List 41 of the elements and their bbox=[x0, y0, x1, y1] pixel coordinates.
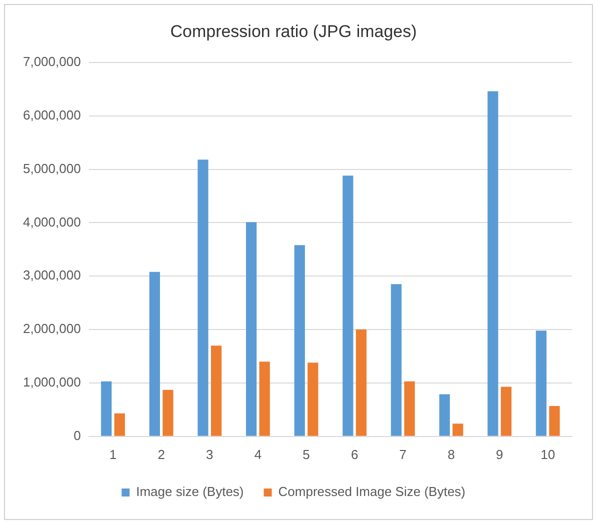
y-tick-label: 7,000,000 bbox=[22, 54, 81, 69]
bar bbox=[114, 413, 125, 436]
bar bbox=[162, 390, 174, 436]
bar bbox=[500, 386, 512, 436]
bar bbox=[259, 362, 270, 436]
bar bbox=[198, 160, 208, 436]
y-tick-label: 2,000,000 bbox=[22, 321, 81, 336]
x-tick-label: 1 bbox=[109, 446, 117, 462]
x-tick-label: 7 bbox=[399, 446, 407, 462]
bar bbox=[439, 394, 450, 436]
bar bbox=[294, 245, 305, 436]
y-tick-label: 0 bbox=[74, 428, 81, 443]
x-tick-label: 2 bbox=[158, 446, 165, 462]
bar bbox=[549, 406, 560, 436]
bar bbox=[246, 222, 257, 436]
bar bbox=[356, 330, 367, 436]
chart-title: Compression ratio (JPG images) bbox=[170, 22, 417, 41]
bar bbox=[390, 284, 402, 436]
bar bbox=[488, 91, 498, 436]
x-tick-label: 10 bbox=[540, 446, 556, 462]
x-tick-label: 5 bbox=[302, 446, 310, 462]
y-tick-label: 1,000,000 bbox=[22, 374, 81, 390]
bar bbox=[404, 381, 415, 436]
bar bbox=[210, 346, 222, 436]
y-tick-label: 3,000,000 bbox=[22, 268, 81, 283]
legend-label: Compressed Image Size (Bytes) bbox=[278, 484, 466, 500]
bar bbox=[342, 176, 354, 436]
bar bbox=[149, 272, 160, 436]
x-tick-label: 6 bbox=[350, 446, 358, 462]
x-tick-label: 9 bbox=[496, 446, 504, 462]
bar bbox=[308, 362, 318, 436]
bar bbox=[101, 381, 112, 436]
legend-label: Image size (Bytes) bbox=[136, 484, 244, 500]
bar bbox=[536, 330, 547, 436]
x-tick-label: 3 bbox=[206, 446, 214, 462]
y-tick-label: 5,000,000 bbox=[22, 160, 81, 176]
x-tick-label: 8 bbox=[448, 446, 455, 462]
y-tick-label: 4,000,000 bbox=[22, 214, 81, 230]
x-tick-label: 4 bbox=[254, 446, 262, 462]
bar bbox=[452, 424, 464, 436]
y-tick-label: 6,000,000 bbox=[22, 107, 81, 122]
